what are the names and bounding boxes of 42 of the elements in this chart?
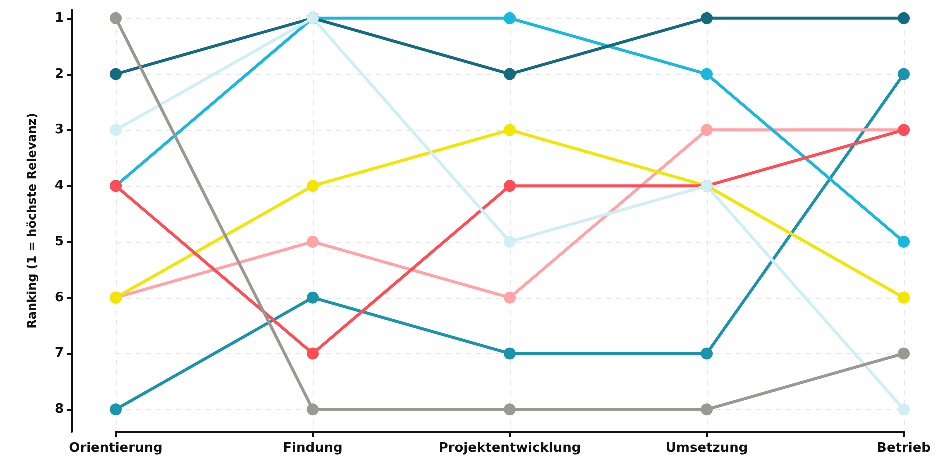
y-tick-label: 6 — [54, 290, 64, 306]
point — [898, 236, 910, 248]
point — [110, 404, 122, 416]
point — [110, 124, 122, 136]
y-tick-label: 3 — [54, 122, 64, 138]
y-tick-label: 8 — [54, 402, 64, 418]
point — [504, 236, 516, 248]
y-tick-label: 4 — [54, 178, 64, 194]
point — [701, 348, 713, 360]
point — [307, 404, 319, 416]
point — [898, 292, 910, 304]
point — [110, 12, 122, 24]
point — [701, 68, 713, 80]
point — [504, 68, 516, 80]
point — [307, 292, 319, 304]
x-tick-label: Findung — [283, 441, 343, 456]
y-tick-label: 5 — [54, 234, 64, 250]
point — [307, 180, 319, 192]
y-tick-label: 2 — [54, 66, 64, 82]
point — [504, 404, 516, 416]
point — [504, 348, 516, 360]
point — [504, 180, 516, 192]
point — [504, 124, 516, 136]
point — [898, 348, 910, 360]
y-tick-label: 7 — [54, 346, 64, 362]
x-tick-label: Betrieb — [877, 441, 931, 456]
y-tick-label: 1 — [54, 10, 64, 26]
point — [504, 292, 516, 304]
point — [110, 68, 122, 80]
point — [898, 68, 910, 80]
point — [307, 236, 319, 248]
x-tick-label: Umsetzung — [666, 441, 748, 456]
point — [504, 12, 516, 24]
x-tick-label: Projektentwicklung — [438, 441, 582, 456]
point — [898, 12, 910, 24]
point — [701, 12, 713, 24]
point — [307, 348, 319, 360]
y-axis-title: Ranking (1 = höchste Relevanz) — [25, 113, 39, 329]
x-tick-label: Orientierung — [69, 441, 163, 456]
point — [701, 124, 713, 136]
point — [701, 404, 713, 416]
point — [898, 404, 910, 416]
